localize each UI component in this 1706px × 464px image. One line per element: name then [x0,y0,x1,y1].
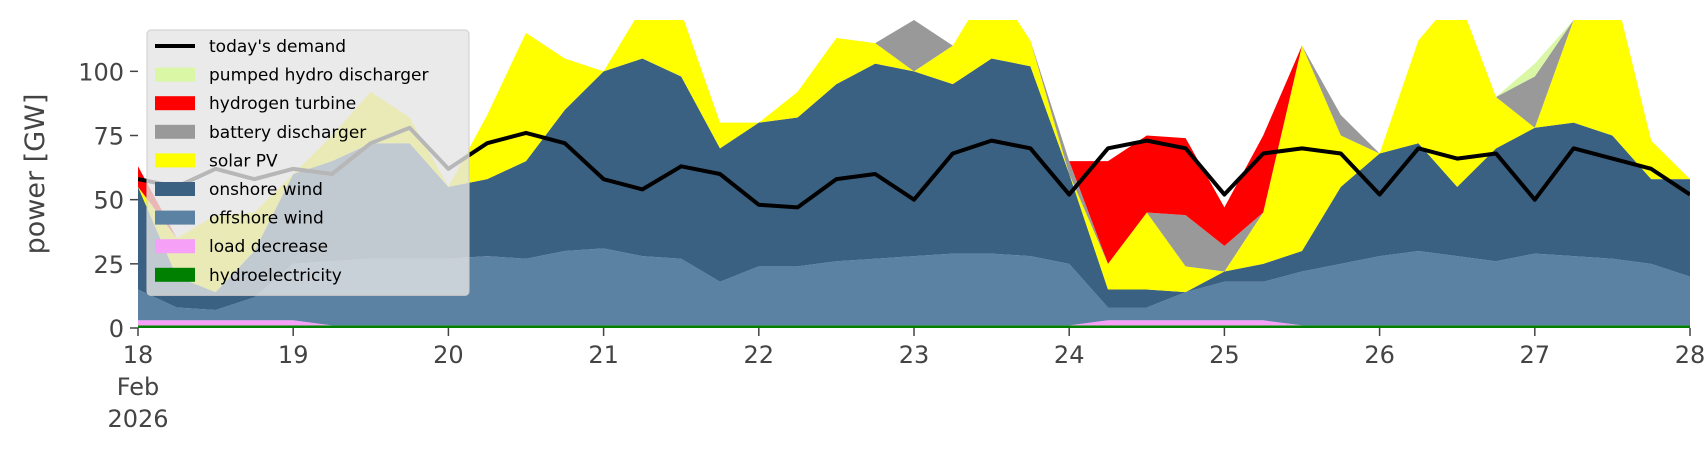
y-tick-label: 25 [93,251,124,279]
area [138,58,1690,311]
x-tick-label: 22 [744,341,775,369]
legend-swatch [155,67,195,82]
legend-swatch [155,267,195,282]
legend-swatch [155,182,195,196]
x-tick-label: 23 [899,341,930,369]
x-tick-label: 24 [1054,341,1085,369]
x-tick-label: 19 [278,341,309,369]
area [138,320,1690,326]
legend-label: solar PV [209,151,278,171]
y-tick-label: 0 [109,315,124,343]
x-tick-label: 21 [588,341,619,369]
plot-area [138,20,1690,328]
x-tick-label: 26 [1364,341,1395,369]
area [138,248,1690,326]
legend-swatch [155,124,195,139]
legend-swatch [155,153,195,168]
area [138,20,1690,293]
legend-swatch [155,239,195,254]
legend-label: onshore wind [209,180,323,200]
x-tick-label: 27 [1520,341,1551,369]
x-tick-label: 28 [1675,341,1706,369]
x-tick-label: 20 [433,341,464,369]
y-tick-label: 75 [93,123,124,151]
y-tick-label: 100 [78,58,124,86]
legend-label: hydroelectricity [209,266,342,286]
legend [146,29,470,296]
area [138,20,1690,272]
x-tick-label: 18 Feb 2026 [107,341,168,433]
legend-swatch [155,210,195,225]
legend-label: load decrease [209,237,328,257]
legend-label: hydrogen turbine [209,94,356,114]
y-axis-label: power [GW] [20,94,51,255]
legend-label: offshore wind [209,209,324,229]
y-tick-label: 50 [93,187,124,215]
legend-label: today's demand [209,37,346,57]
legend-label: pumped hydro discharger [209,66,428,86]
legend-label: battery discharger [209,123,366,143]
legend-swatch [155,96,195,111]
x-tick-label: 25 [1209,341,1240,369]
area [138,325,1690,328]
